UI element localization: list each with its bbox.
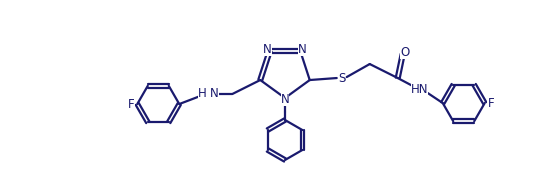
Text: N: N [298,44,307,56]
Text: S: S [338,72,345,84]
Text: O: O [400,45,409,59]
Text: HN: HN [411,83,429,95]
Text: H: H [197,87,206,100]
Text: N: N [281,93,289,105]
Text: F: F [488,97,494,110]
Text: N: N [210,87,219,100]
Text: F: F [128,98,135,111]
Text: N: N [264,44,272,56]
